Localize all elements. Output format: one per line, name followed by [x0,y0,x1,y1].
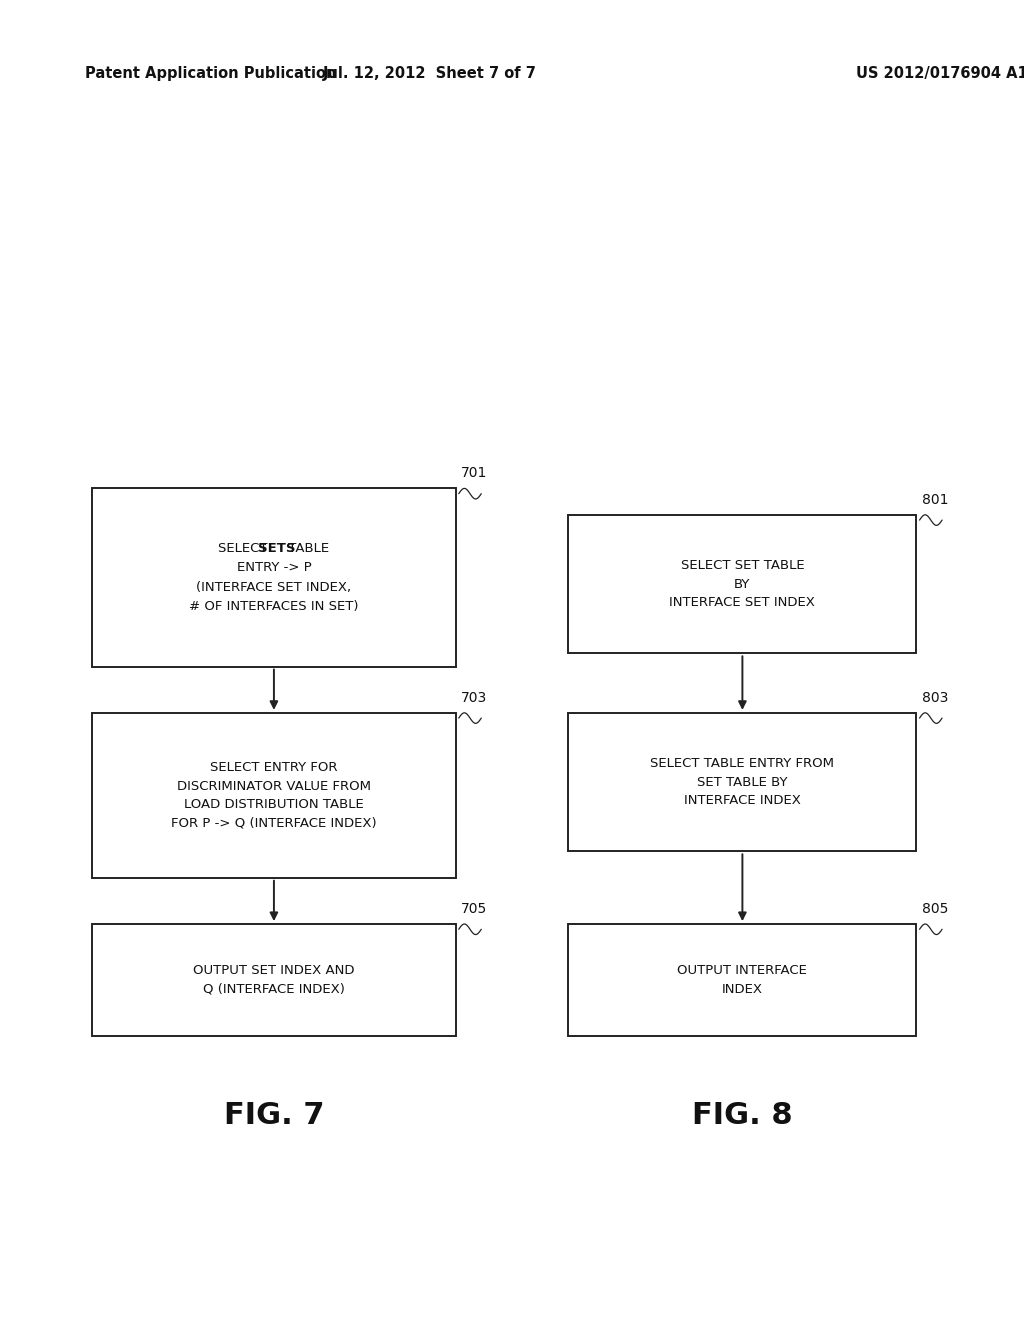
Text: 805: 805 [922,902,948,916]
Bar [568,924,916,1036]
Bar [568,713,916,851]
Text: # OF INTERFACES IN SET): # OF INTERFACES IN SET) [189,599,358,612]
Text: ENTRY -> P: ENTRY -> P [237,561,311,574]
Text: 705: 705 [461,902,487,916]
Text: 803: 803 [922,690,948,705]
Bar [92,924,456,1036]
Text: 701: 701 [461,466,487,480]
Text: SELECT TABLE ENTRY FROM
SET TABLE BY
INTERFACE INDEX: SELECT TABLE ENTRY FROM SET TABLE BY INT… [650,758,835,807]
Bar [568,515,916,653]
Text: SELECT: SELECT [217,543,271,556]
Text: OUTPUT INTERFACE
INDEX: OUTPUT INTERFACE INDEX [678,965,807,995]
Text: FIG. 8: FIG. 8 [692,1101,793,1130]
Text: OUTPUT SET INDEX AND
Q (INTERFACE INDEX): OUTPUT SET INDEX AND Q (INTERFACE INDEX) [194,965,354,995]
Text: Jul. 12, 2012  Sheet 7 of 7: Jul. 12, 2012 Sheet 7 of 7 [324,66,537,82]
Text: FIG. 7: FIG. 7 [223,1101,325,1130]
Bar [92,488,456,667]
Text: Patent Application Publication: Patent Application Publication [85,66,337,82]
Text: SELECT SET TABLE
BY
INTERFACE SET INDEX: SELECT SET TABLE BY INTERFACE SET INDEX [670,560,815,609]
Text: 703: 703 [461,690,487,705]
Text: SETS: SETS [258,543,296,556]
Text: TABLE: TABLE [284,543,329,556]
Text: US 2012/0176904 A1: US 2012/0176904 A1 [856,66,1024,82]
Text: SELECT ENTRY FOR
DISCRIMINATOR VALUE FROM
LOAD DISTRIBUTION TABLE
FOR P -> Q (IN: SELECT ENTRY FOR DISCRIMINATOR VALUE FRO… [171,762,377,829]
Text: 801: 801 [922,492,948,507]
Bar [92,713,456,878]
Text: (INTERFACE SET INDEX,: (INTERFACE SET INDEX, [197,581,351,594]
